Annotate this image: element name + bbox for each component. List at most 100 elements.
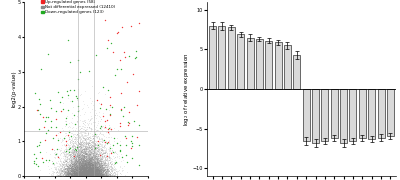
Point: [80, 170, 86, 173]
Point: [76, 146, 82, 149]
Point: [80, 166, 87, 168]
Point: [94, 175, 100, 178]
Point: [87, 168, 93, 171]
Point: [71, 161, 78, 164]
Point: [66, 171, 72, 174]
Point: [85, 148, 91, 150]
Point: [106, 148, 112, 151]
Point: [80, 158, 87, 161]
Point: [111, 166, 118, 168]
Point: [82, 153, 89, 156]
Point: [70, 161, 77, 164]
Point: [79, 160, 85, 163]
Point: [86, 168, 92, 171]
Point: [86, 175, 92, 178]
Point: [86, 153, 92, 156]
Point: [86, 168, 92, 171]
Point: [92, 145, 99, 148]
Point: [68, 174, 75, 177]
Point: [79, 157, 85, 160]
Point: [84, 160, 90, 163]
Point: [80, 168, 86, 171]
Point: [101, 168, 107, 171]
Point: [74, 165, 80, 168]
Point: [95, 167, 102, 170]
Point: [102, 173, 108, 176]
Point: [91, 148, 97, 151]
Point: [83, 166, 90, 169]
Point: [67, 166, 74, 169]
Point: [105, 172, 111, 175]
Point: [81, 156, 87, 159]
Point: [92, 148, 98, 150]
Point: [70, 165, 76, 168]
Point: [92, 149, 99, 152]
Point: [71, 137, 77, 140]
Point: [84, 170, 90, 173]
Point: [79, 173, 86, 176]
Point: [85, 161, 91, 163]
Point: [92, 165, 98, 168]
Point: [82, 162, 89, 165]
Point: [72, 164, 78, 167]
Point: [88, 164, 95, 167]
Point: [91, 172, 98, 174]
Point: [91, 167, 97, 170]
Point: [94, 169, 101, 172]
Point: [86, 172, 92, 175]
Point: [80, 162, 86, 165]
Point: [97, 142, 104, 145]
Point: [104, 174, 110, 177]
Point: [80, 174, 87, 177]
Point: [80, 172, 86, 175]
Point: [79, 175, 86, 178]
Point: [81, 167, 88, 170]
Point: [70, 167, 77, 170]
Point: [94, 174, 100, 177]
Point: [85, 170, 91, 173]
Point: [84, 174, 91, 177]
Point: [96, 165, 102, 167]
Point: [83, 174, 89, 177]
Point: [92, 168, 98, 171]
Point: [85, 162, 91, 165]
Point: [94, 169, 100, 172]
Point: [70, 172, 77, 175]
Point: [88, 162, 94, 165]
Point: [80, 174, 86, 177]
Point: [96, 135, 103, 138]
Point: [94, 172, 100, 175]
Point: [72, 152, 78, 155]
Point: [85, 150, 91, 153]
Point: [95, 137, 102, 140]
Point: [79, 164, 85, 166]
Point: [81, 136, 88, 139]
Point: [87, 170, 94, 173]
Point: [69, 171, 76, 174]
Point: [104, 174, 110, 177]
Point: [97, 172, 103, 175]
Point: [98, 170, 104, 172]
Point: [73, 169, 80, 172]
Point: [92, 171, 98, 174]
Point: [74, 155, 80, 158]
Point: [100, 162, 106, 165]
Point: [62, 159, 69, 162]
Point: [90, 148, 96, 150]
Point: [99, 139, 106, 142]
Point: [98, 166, 105, 169]
Point: [92, 156, 99, 159]
Point: [59, 169, 65, 172]
Point: [81, 151, 88, 154]
Point: [76, 172, 82, 175]
Point: [91, 174, 97, 177]
Point: [89, 156, 96, 158]
Point: [69, 174, 76, 177]
Point: [76, 172, 82, 175]
Point: [70, 175, 76, 177]
Point: [90, 163, 96, 166]
Point: [82, 132, 88, 135]
Point: [106, 156, 112, 159]
Point: [88, 165, 94, 167]
Point: [67, 154, 74, 157]
